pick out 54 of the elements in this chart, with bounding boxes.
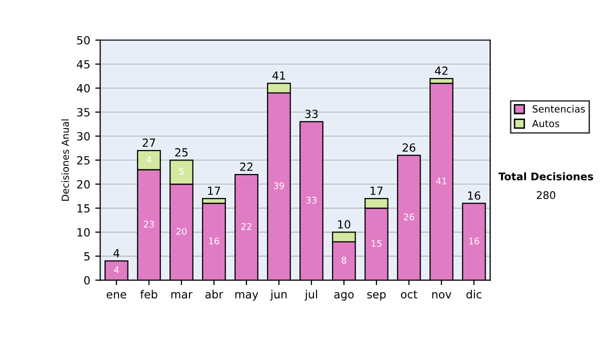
y-tick-label: 45 (76, 60, 90, 69)
text: 280 (536, 191, 556, 200)
data-label: 4 (146, 156, 152, 163)
total-label: 22 (240, 162, 252, 171)
data-label: 8 (342, 256, 346, 264)
y-tick-label: 0 (84, 276, 90, 285)
total-label: 41 (272, 71, 285, 80)
y-tick-label: 50 (77, 36, 90, 44)
y-tick-label: 30 (77, 132, 90, 141)
x-tick-label: abr (205, 290, 224, 298)
data-label: 20 (176, 228, 187, 235)
x-tick-label: oct (400, 290, 418, 298)
total-label: 16 (468, 191, 480, 200)
data-label: 41 (436, 178, 446, 184)
y-axis-title: Decisiones Anual (61, 119, 69, 201)
total-label: 42 (434, 66, 448, 75)
y-tick-label: 25 (77, 156, 90, 165)
data-label: 23 (144, 220, 154, 228)
data-label: 39 (274, 182, 284, 190)
y-tick-label: 15 (78, 204, 90, 213)
x-tick-label: may (235, 292, 258, 301)
data-label: 16 (209, 238, 220, 244)
total-label: 4 (113, 249, 120, 258)
legend-label: Autos (532, 120, 560, 128)
x-tick-label: ene (106, 292, 126, 298)
total-label: 17 (208, 186, 220, 195)
text: Total Decisiones (498, 172, 594, 180)
data-label: 33 (306, 196, 316, 204)
total-label: 17 (370, 186, 383, 195)
total-label: 25 (175, 148, 188, 157)
x-tick-label: jun (270, 290, 287, 301)
total-label: 26 (402, 143, 416, 152)
x-tick-label: jul (304, 290, 318, 301)
total-label: 27 (142, 138, 156, 147)
data-label: 4 (114, 266, 119, 274)
x-tick-label: nov (432, 292, 452, 298)
y-tick-label: 35 (77, 108, 90, 117)
data-label: 16 (469, 238, 480, 244)
x-tick-label: dic (466, 290, 482, 298)
data-label: 5 (179, 168, 184, 175)
legend-label: Sentencias (532, 105, 585, 113)
y-tick-label: 10 (78, 228, 90, 237)
total-label: 10 (338, 220, 350, 229)
x-tick-label: mar (171, 292, 193, 298)
data-label: 22 (241, 223, 252, 230)
total-label: 33 (305, 110, 318, 118)
data-label: 26 (404, 214, 414, 220)
y-tick-label: 5 (84, 252, 90, 261)
y-tick-label: 40 (76, 84, 90, 93)
y-tick-label: 20 (77, 180, 90, 189)
x-tick-label: feb (140, 290, 158, 298)
data-label: 15 (372, 240, 382, 247)
x-tick-label: sep (367, 292, 386, 301)
x-tick-label: ago (334, 292, 354, 301)
